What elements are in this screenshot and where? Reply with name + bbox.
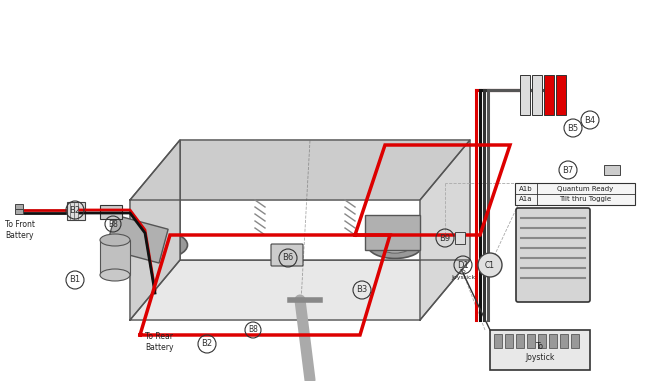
Ellipse shape — [100, 269, 130, 281]
Bar — [527, 334, 535, 348]
Text: C1: C1 — [485, 261, 495, 269]
Text: Quantum Ready: Quantum Ready — [557, 186, 613, 192]
Bar — [516, 334, 524, 348]
Text: Tilt thru Toggle: Tilt thru Toggle — [559, 196, 611, 202]
Ellipse shape — [421, 155, 440, 165]
Bar — [455, 232, 465, 244]
Bar — [560, 334, 568, 348]
Bar — [15, 204, 23, 209]
Ellipse shape — [100, 234, 130, 246]
Bar — [67, 202, 85, 220]
Text: A1b: A1b — [519, 186, 533, 192]
Circle shape — [478, 253, 502, 277]
Text: B4: B4 — [584, 115, 595, 125]
Polygon shape — [130, 140, 470, 200]
Ellipse shape — [379, 237, 412, 253]
Polygon shape — [130, 260, 470, 320]
Bar — [544, 75, 554, 115]
Ellipse shape — [190, 155, 210, 165]
Bar — [538, 334, 546, 348]
FancyBboxPatch shape — [271, 244, 303, 266]
Text: B9: B9 — [439, 234, 451, 242]
Text: B2: B2 — [70, 205, 81, 215]
Bar — [571, 334, 579, 348]
Polygon shape — [420, 140, 470, 320]
Ellipse shape — [368, 232, 422, 258]
Bar — [106, 215, 168, 263]
Ellipse shape — [132, 232, 188, 258]
Bar — [505, 334, 513, 348]
Text: B2: B2 — [201, 339, 213, 349]
Bar — [532, 75, 542, 115]
Text: B7: B7 — [562, 165, 573, 174]
Bar — [604, 165, 620, 175]
Text: D1: D1 — [457, 261, 469, 269]
Text: B6: B6 — [283, 253, 293, 263]
Text: To
Joystick: To Joystick — [525, 342, 555, 362]
Ellipse shape — [143, 237, 177, 253]
Text: To Rear
Battery: To Rear Battery — [145, 332, 174, 352]
Bar — [365, 215, 420, 250]
FancyBboxPatch shape — [516, 208, 590, 302]
Bar — [100, 205, 122, 219]
Text: B3: B3 — [357, 285, 368, 295]
Text: B8: B8 — [248, 325, 258, 335]
Bar — [494, 334, 502, 348]
Bar — [556, 75, 566, 115]
Bar — [515, 183, 635, 205]
Text: A1a: A1a — [519, 196, 533, 202]
Bar — [549, 334, 557, 348]
Ellipse shape — [414, 152, 446, 168]
Text: B5: B5 — [568, 123, 579, 133]
Ellipse shape — [184, 152, 216, 168]
Bar — [520, 75, 530, 115]
Text: To Front
Battery: To Front Battery — [5, 220, 35, 240]
Text: B1: B1 — [70, 275, 81, 285]
Bar — [490, 330, 590, 370]
Bar — [15, 209, 23, 214]
Text: To
Joystick: To Joystick — [451, 269, 475, 280]
Text: B8: B8 — [108, 219, 118, 229]
Bar — [100, 240, 130, 275]
Polygon shape — [130, 140, 180, 320]
